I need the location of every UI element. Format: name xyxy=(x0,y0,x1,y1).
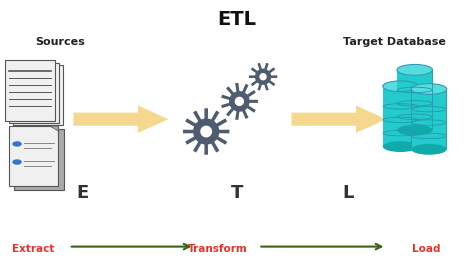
Polygon shape xyxy=(50,126,58,131)
Bar xyxy=(411,89,447,149)
Text: L: L xyxy=(343,184,354,202)
Ellipse shape xyxy=(397,125,432,136)
Ellipse shape xyxy=(397,64,432,75)
Polygon shape xyxy=(249,63,277,91)
Polygon shape xyxy=(259,73,267,80)
Bar xyxy=(5,60,55,121)
Text: Extract: Extract xyxy=(12,244,55,254)
Text: Target Database: Target Database xyxy=(343,38,446,47)
Bar xyxy=(383,86,418,147)
Text: ETL: ETL xyxy=(218,10,256,29)
Bar xyxy=(9,63,59,123)
Bar xyxy=(14,129,64,190)
Polygon shape xyxy=(183,108,229,155)
Polygon shape xyxy=(221,83,258,120)
Bar xyxy=(397,70,432,130)
Ellipse shape xyxy=(383,141,418,152)
Text: E: E xyxy=(77,184,89,202)
Bar xyxy=(9,126,58,186)
Bar xyxy=(13,65,63,125)
Circle shape xyxy=(12,159,22,165)
Polygon shape xyxy=(201,125,212,138)
Circle shape xyxy=(12,141,22,147)
Text: Sources: Sources xyxy=(36,38,85,47)
Ellipse shape xyxy=(383,81,418,92)
Ellipse shape xyxy=(411,144,447,155)
Ellipse shape xyxy=(411,84,447,95)
Text: T: T xyxy=(231,184,243,202)
Polygon shape xyxy=(235,97,244,106)
Polygon shape xyxy=(292,105,386,133)
Text: Transform: Transform xyxy=(188,244,248,254)
Text: Load: Load xyxy=(412,244,441,254)
Polygon shape xyxy=(73,105,168,133)
